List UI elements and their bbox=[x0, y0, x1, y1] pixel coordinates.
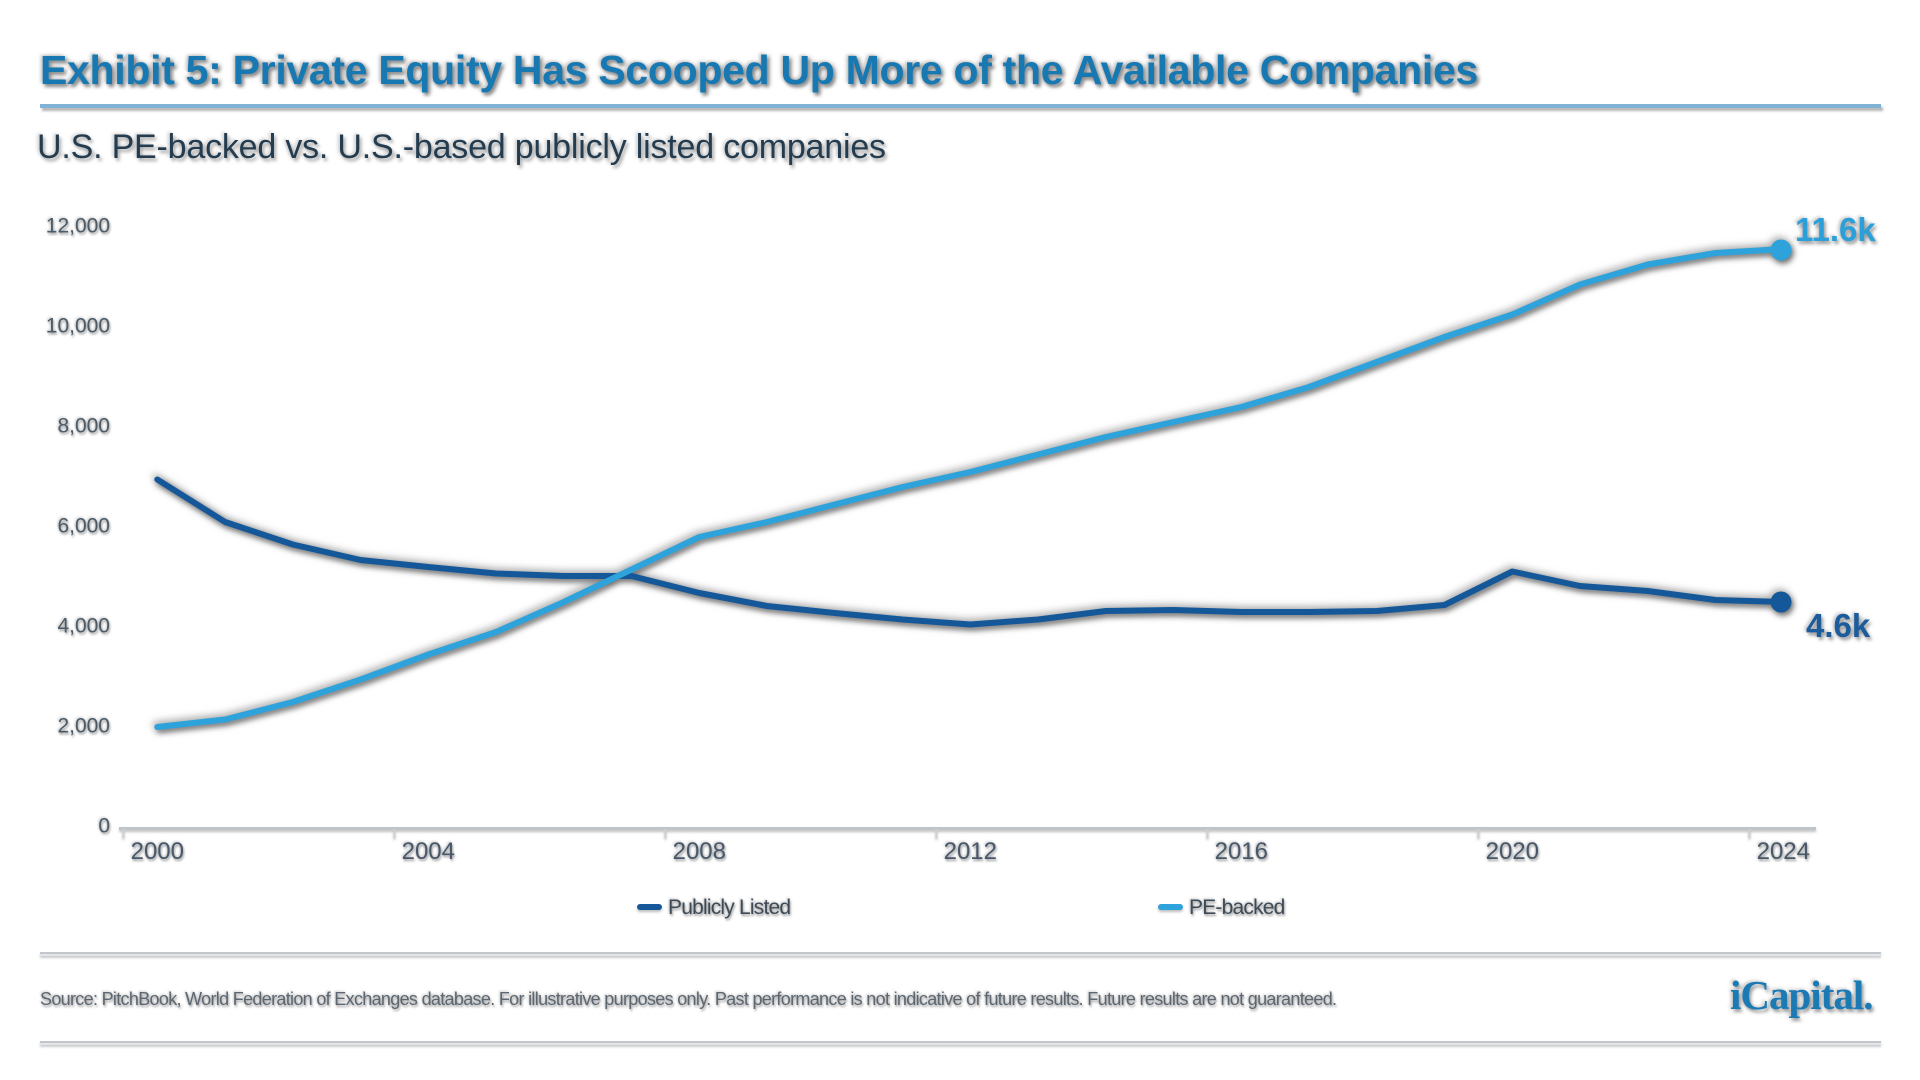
svg-text:4,000: 4,000 bbox=[57, 615, 110, 638]
svg-text:2020: 2020 bbox=[1486, 838, 1539, 865]
svg-text:11.6k: 11.6k bbox=[1795, 211, 1876, 248]
svg-text:2012: 2012 bbox=[944, 838, 997, 865]
svg-text:2000: 2000 bbox=[131, 838, 184, 865]
svg-text:4.6k: 4.6k bbox=[1806, 607, 1871, 644]
svg-text:6,000: 6,000 bbox=[57, 515, 110, 538]
svg-text:2008: 2008 bbox=[673, 838, 726, 865]
svg-text:0: 0 bbox=[98, 815, 110, 838]
svg-text:2016: 2016 bbox=[1215, 838, 1268, 865]
svg-text:2004: 2004 bbox=[402, 838, 455, 865]
svg-text:PE-backed: PE-backed bbox=[1189, 896, 1285, 919]
svg-text:12,000: 12,000 bbox=[46, 215, 110, 238]
svg-text:Publicly Listed: Publicly Listed bbox=[668, 896, 790, 919]
svg-text:10,000: 10,000 bbox=[46, 315, 110, 338]
svg-text:2,000: 2,000 bbox=[57, 715, 110, 738]
svg-text:2024: 2024 bbox=[1757, 838, 1810, 865]
svg-text:8,000: 8,000 bbox=[57, 415, 110, 438]
